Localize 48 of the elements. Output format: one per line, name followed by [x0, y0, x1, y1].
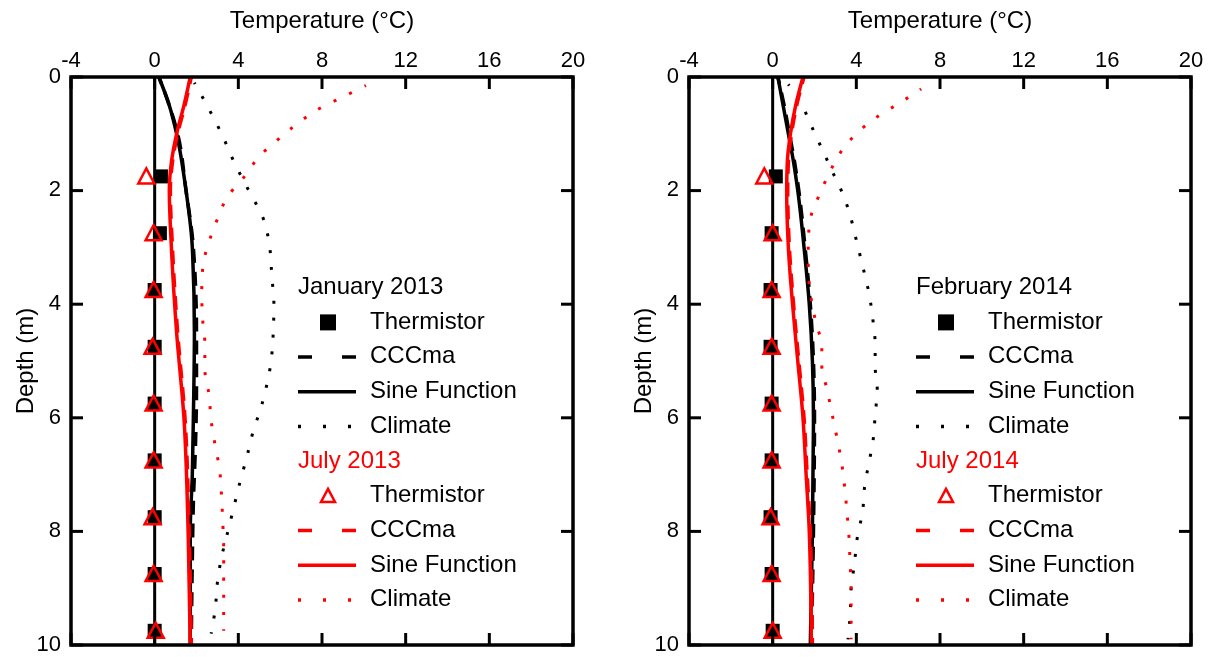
- y-tick-label: 6: [48, 403, 61, 429]
- x-tick-label: 0: [766, 47, 779, 72]
- y-tick-label: 2: [666, 176, 679, 202]
- legend-label: CCCma: [988, 341, 1074, 369]
- x-tick-label: 8: [933, 47, 947, 72]
- x-tick-label: 4: [232, 47, 245, 72]
- legend-label: Climate: [370, 584, 452, 612]
- x-tick-label: -4: [679, 47, 699, 72]
- x-tick-label: 20: [1178, 47, 1204, 72]
- legend-label: CCCma: [988, 514, 1074, 542]
- annotation: January 2013: [298, 272, 444, 300]
- y-tick-label: 4: [666, 290, 679, 316]
- legend-label: Sine Function: [988, 376, 1135, 404]
- legend-label: Sine Function: [988, 549, 1135, 577]
- legend-label: Climate: [988, 584, 1070, 612]
- x-tick-label: 20: [560, 47, 586, 72]
- legend-label: Sine Function: [370, 376, 517, 404]
- legend-label: Thermistor: [370, 480, 485, 508]
- legend-label: Climate: [988, 410, 1070, 438]
- x-tick-label: 8: [315, 47, 329, 72]
- x-tick-label: 0: [148, 47, 161, 72]
- y-tick-label: 2: [48, 176, 61, 202]
- x-tick-label: 16: [1095, 47, 1120, 72]
- y-tick-label: 10: [36, 630, 61, 656]
- y-tick-label: 4: [48, 290, 61, 316]
- y-tick-label: 8: [48, 517, 61, 543]
- x-tick-label: 16: [477, 47, 502, 72]
- y-tick-label: 10: [654, 630, 679, 656]
- legend-label: CCCma: [370, 341, 456, 369]
- x-tick-label: 12: [393, 47, 418, 72]
- y-axis-title: Depth (m): [629, 307, 656, 415]
- annotation: July 2013: [298, 445, 401, 473]
- x-axis-title: Temperature (°C): [229, 6, 415, 33]
- legend-label: Sine Function: [370, 549, 517, 577]
- x-tick-label: 4: [850, 47, 863, 72]
- y-axis-title: Depth (m): [11, 307, 38, 415]
- legend-label: CCCma: [370, 514, 456, 542]
- legend-label: Thermistor: [988, 306, 1103, 334]
- annotation: February 2014: [916, 272, 1073, 300]
- x-tick-label: -4: [61, 47, 81, 72]
- legend-label: Thermistor: [370, 306, 485, 334]
- x-axis-title: Temperature (°C): [847, 6, 1033, 33]
- legend-label: Thermistor: [988, 480, 1103, 508]
- legend-label: Climate: [370, 410, 452, 438]
- y-tick-label: 6: [666, 403, 679, 429]
- annotation: July 2014: [916, 445, 1019, 473]
- x-tick-label: 12: [1011, 47, 1036, 72]
- y-tick-label: 8: [666, 517, 679, 543]
